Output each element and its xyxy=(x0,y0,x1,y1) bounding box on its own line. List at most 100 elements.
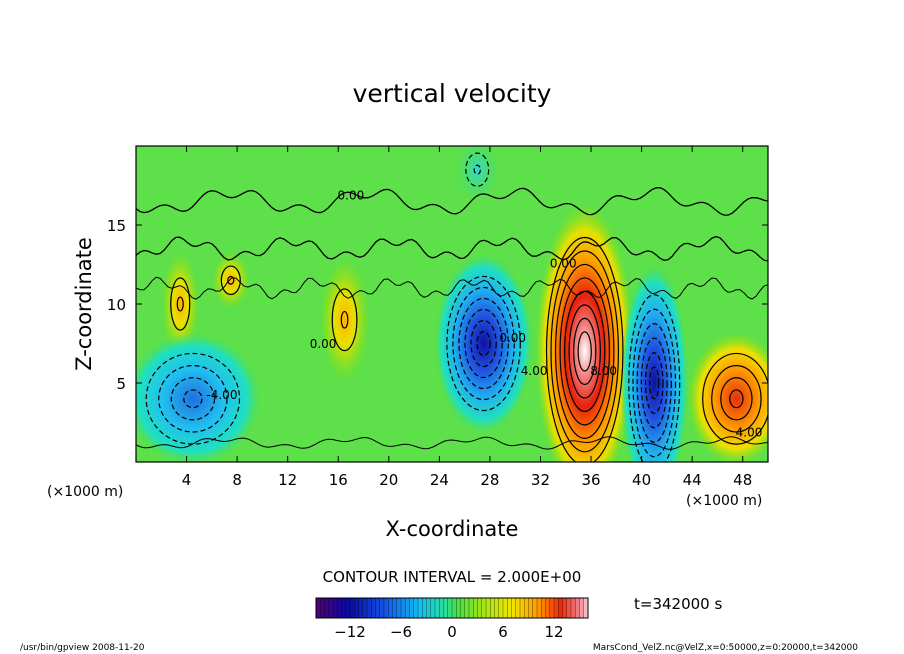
chart-title: vertical velocity xyxy=(353,79,552,108)
colorbar-segment xyxy=(439,597,444,619)
contour-line xyxy=(446,275,521,412)
contour-line xyxy=(720,377,753,421)
positive-velocity-feature xyxy=(319,258,370,382)
colorbar-segment xyxy=(558,597,563,619)
x-axis-label: X-coordinate xyxy=(386,517,519,541)
contour-label: 0.00 xyxy=(338,189,365,203)
contour-line xyxy=(628,294,681,462)
y-tick-label: 15 xyxy=(107,217,126,235)
x-tick-label: 4 xyxy=(182,471,192,489)
contour-line xyxy=(473,164,481,175)
y-tick-label: 5 xyxy=(116,375,126,393)
positive-velocity-feature xyxy=(535,204,635,462)
zero-contour xyxy=(136,436,768,450)
contour-line xyxy=(465,152,490,187)
colorbar-segment xyxy=(473,597,478,619)
contour-line xyxy=(220,265,241,296)
contour-line xyxy=(550,250,620,453)
contour-line xyxy=(158,365,228,433)
x-tick-label: 44 xyxy=(683,471,702,489)
colorbar-segment xyxy=(566,597,572,619)
colorbar-tick-label: −12 xyxy=(334,623,366,641)
contour-line xyxy=(170,377,216,421)
colorbar-segment xyxy=(579,597,585,619)
contour-line xyxy=(176,296,184,312)
colorbar-segment xyxy=(345,597,351,619)
colorbar-segment xyxy=(553,597,559,619)
contour-line xyxy=(632,308,677,458)
colorbar-segment xyxy=(349,597,355,619)
colorbar-segment xyxy=(494,597,500,619)
zero-contour xyxy=(136,187,768,216)
colorbar-frame xyxy=(315,597,589,619)
colorbar-segment xyxy=(447,597,453,619)
contour-label: -4.00 xyxy=(206,388,237,402)
contour-line xyxy=(464,308,503,379)
y-tick-label: 10 xyxy=(107,296,126,314)
x-tick-label: 24 xyxy=(430,471,449,489)
contour-line xyxy=(636,323,672,443)
contour-line xyxy=(470,319,497,368)
colorbar-tick-label: −6 xyxy=(390,623,412,641)
colorbar-segment xyxy=(541,597,546,619)
contour-label: 0.00 xyxy=(499,331,526,345)
contour-label: 0.00 xyxy=(550,257,577,271)
colorbar-segment xyxy=(464,597,470,619)
colorbar-segment xyxy=(562,597,568,619)
contour-line xyxy=(702,352,768,445)
colorbar-segment xyxy=(320,597,325,619)
colorbar-segment xyxy=(570,597,576,619)
colorbar-segment xyxy=(515,597,521,619)
colorbar-segment xyxy=(371,597,376,619)
negative-velocity-feature xyxy=(434,253,533,434)
footer-left: /usr/bin/gpview 2008-11-20 xyxy=(20,643,145,653)
colorbar-tick-label: 12 xyxy=(544,623,563,641)
colorbar-segment xyxy=(498,597,504,619)
zero-contour xyxy=(136,235,768,262)
colorbar-segment xyxy=(528,597,534,619)
contour-line xyxy=(170,277,191,331)
negative-velocity-feature xyxy=(136,332,262,462)
colorbar xyxy=(315,597,589,619)
colorbar-segment xyxy=(519,597,525,619)
negative-velocity-feature xyxy=(620,264,689,462)
colorbar-segment xyxy=(405,597,410,619)
contour-line xyxy=(729,389,744,409)
colorbar-segment xyxy=(375,597,381,619)
contour-line xyxy=(458,297,509,390)
contour-line xyxy=(640,337,668,429)
x-unit-right: (×1000 m) xyxy=(686,493,762,509)
contour-label: 8.00 xyxy=(590,364,617,378)
zero-contour xyxy=(136,276,768,300)
x-tick-label: 48 xyxy=(733,471,752,489)
colorbar-segment xyxy=(507,597,512,619)
colorbar-segment xyxy=(328,597,334,619)
colorbar-segment xyxy=(354,597,359,619)
colorbar-segment xyxy=(549,597,555,619)
colorbar-segment xyxy=(396,597,402,619)
y-axis-label: Z-coordinate xyxy=(72,237,96,371)
x-tick-label: 16 xyxy=(329,471,348,489)
x-tick-label: 28 xyxy=(480,471,499,489)
colorbar-segment xyxy=(400,597,406,619)
contour-line xyxy=(644,352,664,414)
colorbar-segment xyxy=(536,597,542,619)
x-tick-label: 20 xyxy=(379,471,398,489)
contour-line xyxy=(711,365,762,433)
contour-line xyxy=(568,304,601,399)
contour-line xyxy=(554,263,615,439)
contour-label: 4.00 xyxy=(736,426,763,440)
footer-right: MarsCond_VelZ.nc@VelZ,x=0:50000,z=0:2000… xyxy=(593,643,858,653)
contour-line xyxy=(227,275,235,285)
colorbar-segment xyxy=(366,597,372,619)
colorbar-segment xyxy=(443,597,449,619)
colorbar-segment xyxy=(456,597,461,619)
colorbar-segment xyxy=(379,597,385,619)
colorbar-segment xyxy=(430,597,436,619)
contour-interval-label: CONTOUR INTERVAL = 2.000E+00 xyxy=(323,568,582,586)
colorbar-segment xyxy=(315,597,321,619)
colorbar-segment xyxy=(460,597,466,619)
x-tick-label: 32 xyxy=(531,471,550,489)
colorbar-tick-label: 0 xyxy=(447,623,457,641)
